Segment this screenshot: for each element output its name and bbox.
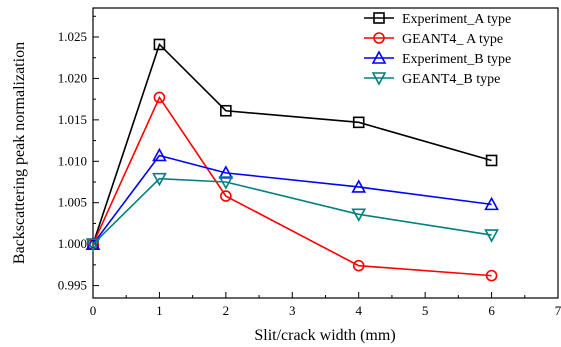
- legend-item: GEANT4_B type: [364, 72, 500, 87]
- x-tick-label: 5: [422, 303, 429, 318]
- data-point: [373, 32, 385, 44]
- series-1: [87, 38, 498, 250]
- data-point: [153, 91, 166, 104]
- x-tick-label: 7: [555, 303, 561, 318]
- x-tick-label: 2: [223, 303, 230, 318]
- data-point: [485, 269, 498, 282]
- x-tick-label: 6: [488, 303, 495, 318]
- y-tick-label: 1.005: [58, 195, 87, 210]
- data-point: [351, 208, 367, 222]
- series-line: [92, 95, 492, 277]
- data-point: [85, 238, 101, 252]
- legend-label: Experiment_A type: [402, 12, 511, 27]
- x-tick-label: 4: [355, 303, 362, 318]
- data-point: [352, 116, 365, 129]
- data-point: [371, 50, 387, 64]
- data-point: [218, 176, 234, 190]
- series-3: [85, 147, 499, 250]
- y-tick-label: 1.000: [58, 236, 87, 251]
- y-tick-label: 1.010: [58, 153, 87, 168]
- y-tick-label: 1.015: [58, 112, 87, 127]
- series-line: [92, 154, 492, 245]
- legend-label: GEANT4_B type: [402, 72, 500, 87]
- legend-item: GEANT4_ A type: [364, 32, 503, 47]
- data-point: [220, 190, 232, 202]
- data-point: [352, 259, 365, 272]
- data-point: [218, 165, 234, 179]
- series-2: [87, 91, 498, 282]
- series-4: [85, 172, 499, 252]
- legend-item: Experiment_B type: [364, 50, 511, 67]
- legend-label: Experiment_B type: [402, 52, 511, 67]
- data-point: [152, 147, 167, 162]
- data-point: [371, 72, 387, 86]
- y-axis-title: Backscattering peak normalization: [11, 42, 28, 264]
- data-point: [220, 104, 232, 117]
- y-tick-label: 1.025: [58, 29, 87, 44]
- legend-item: Experiment_A type: [364, 12, 511, 27]
- x-tick-label: 0: [90, 303, 97, 318]
- x-tick-label: 3: [289, 303, 296, 318]
- data-point: [152, 172, 167, 187]
- data-point: [153, 38, 166, 51]
- y-tick-label: 0.995: [58, 278, 87, 293]
- y-tick-label: 1.020: [58, 70, 87, 85]
- data-point: [373, 12, 385, 24]
- x-tick-label: 1: [156, 303, 163, 318]
- data-point: [484, 229, 499, 243]
- series-line: [92, 42, 492, 245]
- series-line: [92, 177, 492, 245]
- data-point: [351, 179, 367, 193]
- data-point: [484, 196, 499, 211]
- legend-label: GEANT4_ A type: [402, 32, 503, 47]
- data-point: [485, 154, 498, 167]
- x-axis-title: Slit/crack width (mm): [254, 327, 395, 344]
